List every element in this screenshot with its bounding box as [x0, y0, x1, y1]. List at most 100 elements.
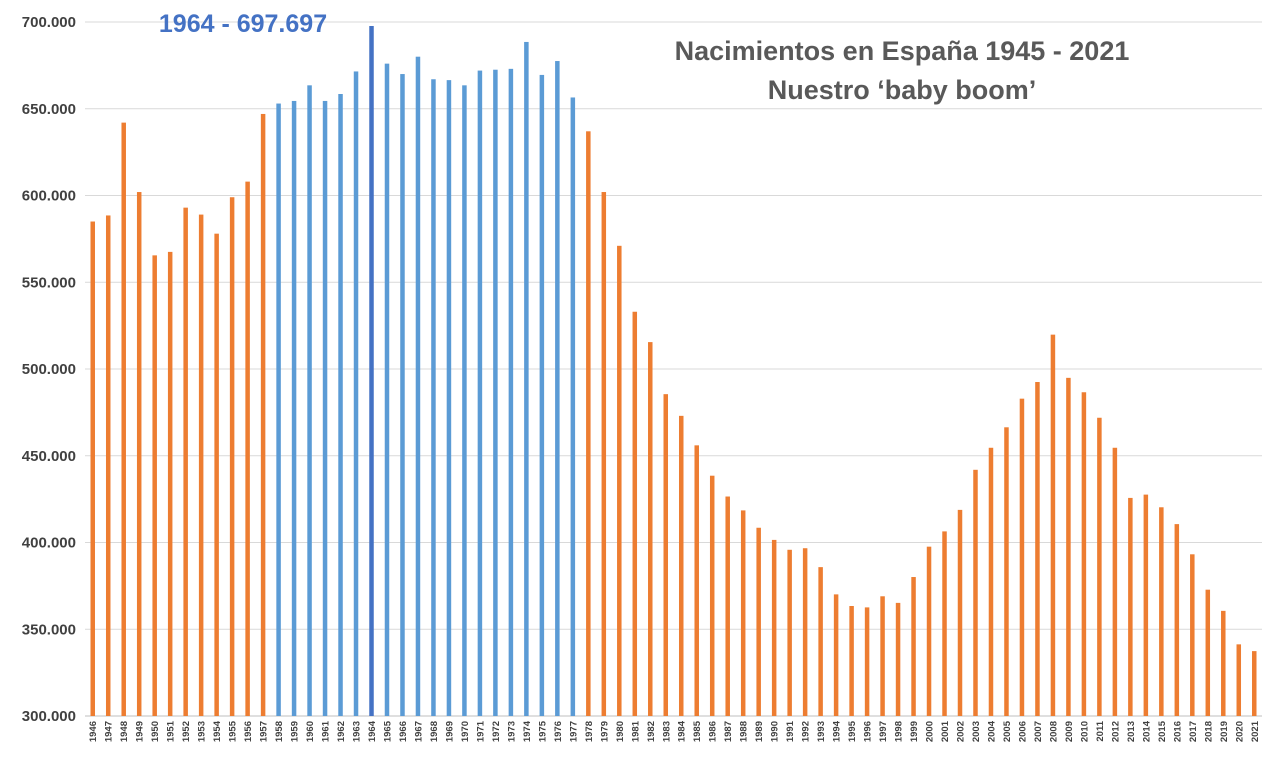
- x-tick-label-1996: 1996: [863, 721, 874, 742]
- bar-1967: [415, 56, 421, 716]
- bar-2013: [1128, 497, 1133, 716]
- y-tick-label: 350.000: [22, 621, 76, 638]
- bar-2001: [942, 531, 947, 716]
- x-tick-label-1955: 1955: [228, 720, 239, 742]
- x-tick-label-1961: 1961: [321, 720, 332, 742]
- x-tick-label-2015: 2015: [1157, 720, 1168, 742]
- x-tick-label-1989: 1989: [754, 721, 765, 742]
- bar-2009: [1066, 377, 1071, 716]
- x-tick-label-1968: 1968: [429, 721, 440, 742]
- bar-2017: [1190, 554, 1195, 716]
- bar-1966: [400, 74, 405, 717]
- bar-1963: [353, 71, 359, 716]
- x-tick-label-1998: 1998: [894, 721, 905, 742]
- chart-subtitle: Nuestro ‘baby boom’: [768, 75, 1037, 105]
- x-tick-label-1981: 1981: [630, 720, 641, 742]
- x-tick-label-2019: 2019: [1219, 721, 1230, 742]
- x-tick-label-1960: 1960: [305, 721, 316, 742]
- x-tick-label-1949: 1949: [135, 721, 146, 742]
- x-tick-label-1990: 1990: [770, 721, 781, 742]
- bar-1946: [90, 221, 95, 716]
- x-tick-label-2001: 2001: [940, 720, 951, 742]
- bar-1977: [570, 97, 576, 716]
- bar-1973: [508, 68, 514, 717]
- bar-1998: [895, 602, 901, 716]
- bar-1995: [849, 606, 854, 716]
- peak-annotation: 1964 - 697.697: [159, 10, 327, 38]
- x-tick-label-2005: 2005: [1002, 720, 1013, 742]
- y-tick-label: 550.000: [22, 274, 76, 291]
- bar-1950: [152, 255, 157, 717]
- bar-1975: [539, 74, 545, 717]
- x-axis: 1946 1947 1948 1949 1950 1951 1952 1953 1954 1955…: [88, 720, 1261, 742]
- bar-1983: [663, 394, 669, 716]
- x-tick-label-1972: 1972: [491, 721, 502, 742]
- x-tick-label-1974: 1974: [522, 720, 533, 742]
- bar-1955: [229, 197, 235, 717]
- x-tick-label-1995: 1995: [847, 720, 858, 742]
- bar-2016: [1174, 524, 1180, 716]
- bar-1949: [136, 192, 142, 716]
- x-tick-label-2003: 2003: [971, 721, 982, 742]
- x-tick-label-1982: 1982: [646, 721, 657, 742]
- bar-2018: [1205, 589, 1211, 716]
- x-tick-label-2000: 2000: [925, 721, 936, 742]
- y-tick-label: 300.000: [22, 708, 76, 725]
- bar-1964: [369, 25, 374, 716]
- x-tick-label-1947: 1947: [104, 721, 115, 742]
- bar-1948: [121, 122, 126, 716]
- x-tick-label-1994: 1994: [832, 720, 843, 742]
- bar-1947: [105, 215, 111, 716]
- x-tick-label-1978: 1978: [584, 721, 595, 742]
- x-tick-label-1969: 1969: [444, 721, 455, 742]
- x-tick-label-2011: 2011: [1095, 720, 1106, 741]
- x-tick-label-1962: 1962: [336, 721, 347, 742]
- bar-1969: [446, 80, 452, 716]
- bar-1989: [756, 527, 761, 716]
- bar-2015: [1159, 507, 1164, 716]
- y-tick-label: 500.000: [22, 361, 76, 378]
- x-tick-label-1959: 1959: [290, 721, 301, 742]
- x-tick-label-1953: 1953: [197, 721, 208, 742]
- bar-2003: [973, 469, 978, 716]
- bar-1980: [617, 245, 622, 716]
- x-tick-label-1986: 1986: [708, 721, 719, 742]
- bar-1999: [911, 577, 916, 716]
- bar-1974: [524, 41, 529, 716]
- x-tick-label-1963: 1963: [352, 721, 363, 742]
- bar-2010: [1081, 392, 1087, 716]
- bar-2000: [926, 546, 932, 716]
- x-tick-label-1964: 1964: [367, 720, 378, 742]
- bar-1979: [601, 192, 607, 716]
- x-tick-label-2016: 2016: [1172, 721, 1183, 742]
- bar-2012: [1112, 447, 1118, 716]
- bar-1958: [276, 103, 281, 717]
- x-tick-label-1973: 1973: [506, 721, 517, 742]
- x-tick-label-2009: 2009: [1064, 721, 1075, 742]
- x-tick-label-2007: 2007: [1033, 721, 1044, 742]
- x-tick-label-1952: 1952: [181, 721, 192, 742]
- x-tick-label-2010: 2010: [1079, 721, 1090, 742]
- bar-1982: [648, 342, 653, 716]
- bar-1981: [632, 311, 638, 716]
- x-tick-label-1956: 1956: [243, 721, 254, 742]
- x-tick-label-2004: 2004: [986, 720, 997, 742]
- bar-1959: [291, 100, 297, 716]
- x-tick-label-1979: 1979: [599, 721, 610, 742]
- bar-1978: [586, 131, 591, 716]
- bar-1991: [787, 549, 792, 716]
- x-tick-label-1993: 1993: [816, 721, 827, 742]
- x-tick-label-1967: 1967: [413, 721, 424, 742]
- bar-1976: [555, 61, 560, 717]
- bar-1968: [431, 79, 436, 716]
- y-tick-label: 650.000: [22, 101, 76, 118]
- bar-1993: [818, 567, 823, 716]
- bar-2002: [957, 509, 963, 716]
- bar-1988: [740, 510, 746, 716]
- x-tick-label-1985: 1985: [692, 720, 703, 742]
- bar-1994: [833, 594, 839, 716]
- bar-2020: [1236, 644, 1242, 716]
- bar-2004: [988, 447, 994, 716]
- x-tick-label-1975: 1975: [537, 720, 548, 742]
- bar-2011: [1097, 417, 1102, 716]
